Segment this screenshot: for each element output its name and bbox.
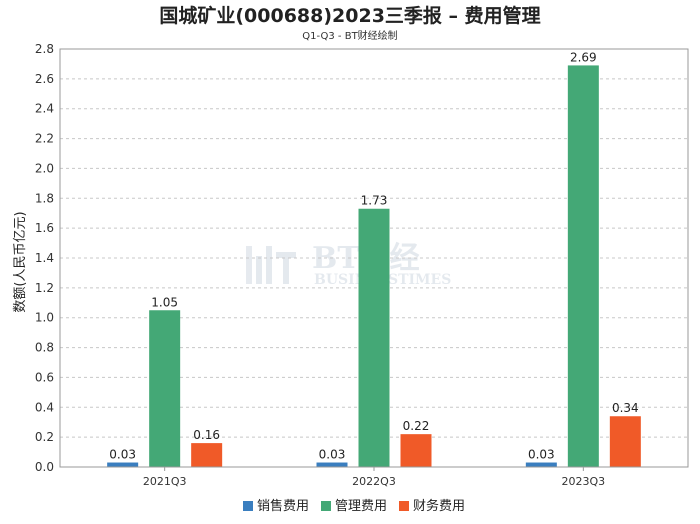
watermark-bar-3 — [266, 246, 272, 284]
x-tick-label: 2021Q3 — [143, 475, 187, 488]
y-tick-label: 1.0 — [35, 311, 54, 325]
chart-title: 国城矿业(000688)2023三季报 – 费用管理 — [159, 4, 540, 27]
bars — [107, 65, 641, 468]
y-tick-label: 0.8 — [35, 341, 54, 355]
legend-swatch — [399, 501, 409, 511]
watermark-bar-5 — [283, 258, 289, 284]
chart-subtitle: Q1-Q3 - BT财经绘制 — [302, 29, 397, 42]
y-tick-label: 0.0 — [35, 460, 54, 474]
y-tick-label: 2.4 — [35, 102, 54, 116]
data-label: 2.69 — [570, 50, 597, 64]
bar-1-2021Q3 — [107, 462, 139, 467]
y-tick-label: 0.2 — [35, 430, 54, 444]
y-tick-label: 1.2 — [35, 281, 54, 295]
data-label: 0.03 — [109, 448, 136, 462]
y-tick-label: 0.4 — [35, 400, 54, 414]
bar-1-2022Q3 — [316, 462, 348, 467]
y-tick-label: 0.6 — [35, 370, 54, 384]
legend-label: 管理费用 — [335, 499, 387, 514]
plot-frame — [59, 48, 689, 468]
legend-swatch — [243, 501, 253, 511]
y-tick-label: 1.8 — [35, 191, 54, 205]
legend: 销售费用 管理费用 财务费用 — [243, 498, 465, 514]
bar-2-2021Q3 — [149, 310, 181, 467]
data-label: 1.05 — [151, 295, 178, 309]
y-tick-label: 2.6 — [35, 72, 54, 86]
watermark-bar-2 — [256, 256, 262, 284]
bar-3-2022Q3 — [400, 434, 432, 467]
watermark-bar-1 — [246, 246, 252, 284]
legend-label: 财务费用 — [413, 498, 465, 514]
legend-label: 销售费用 — [257, 498, 309, 514]
y-tick-label: 2.0 — [35, 161, 54, 175]
bar-3-2021Q3 — [191, 443, 223, 467]
x-axis-ticks: 2021Q3 2022Q3 2023Q3 — [143, 467, 605, 488]
watermark-bar-4 — [276, 252, 296, 258]
y-axis-label: 数额(人民币亿元) — [13, 211, 28, 312]
data-label: 0.16 — [193, 428, 220, 442]
data-label: 0.22 — [403, 419, 430, 433]
bar-1-2023Q3 — [525, 462, 557, 467]
y-tick-label: 1.4 — [35, 251, 54, 265]
bar-2-2022Q3 — [358, 208, 390, 467]
data-labels: 0.03 1.05 0.16 0.03 1.73 0.22 0.03 2.69 0.34 — [109, 50, 638, 461]
y-tick-label: 2.2 — [35, 132, 54, 146]
legend-swatch — [321, 501, 331, 511]
y-tick-label: 1.6 — [35, 221, 54, 235]
data-label: 0.03 — [528, 448, 555, 462]
y-tick-label: 2.8 — [35, 42, 54, 56]
data-label: 1.73 — [361, 194, 388, 208]
data-label: 0.34 — [612, 401, 639, 415]
bar-2-2023Q3 — [567, 65, 599, 468]
x-tick-label: 2023Q3 — [562, 475, 606, 488]
data-label: 0.03 — [319, 448, 346, 462]
bar-3-2023Q3 — [609, 416, 641, 467]
watermark-logo: BT财经 BUSINESSTIMES — [246, 241, 451, 288]
y-axis-ticks: 0.0 0.2 0.4 0.6 0.8 1.0 1.2 1.4 1.6 1.8 2.0 2.2 2.4 2… — [35, 42, 54, 474]
x-tick-label: 2022Q3 — [352, 475, 396, 488]
